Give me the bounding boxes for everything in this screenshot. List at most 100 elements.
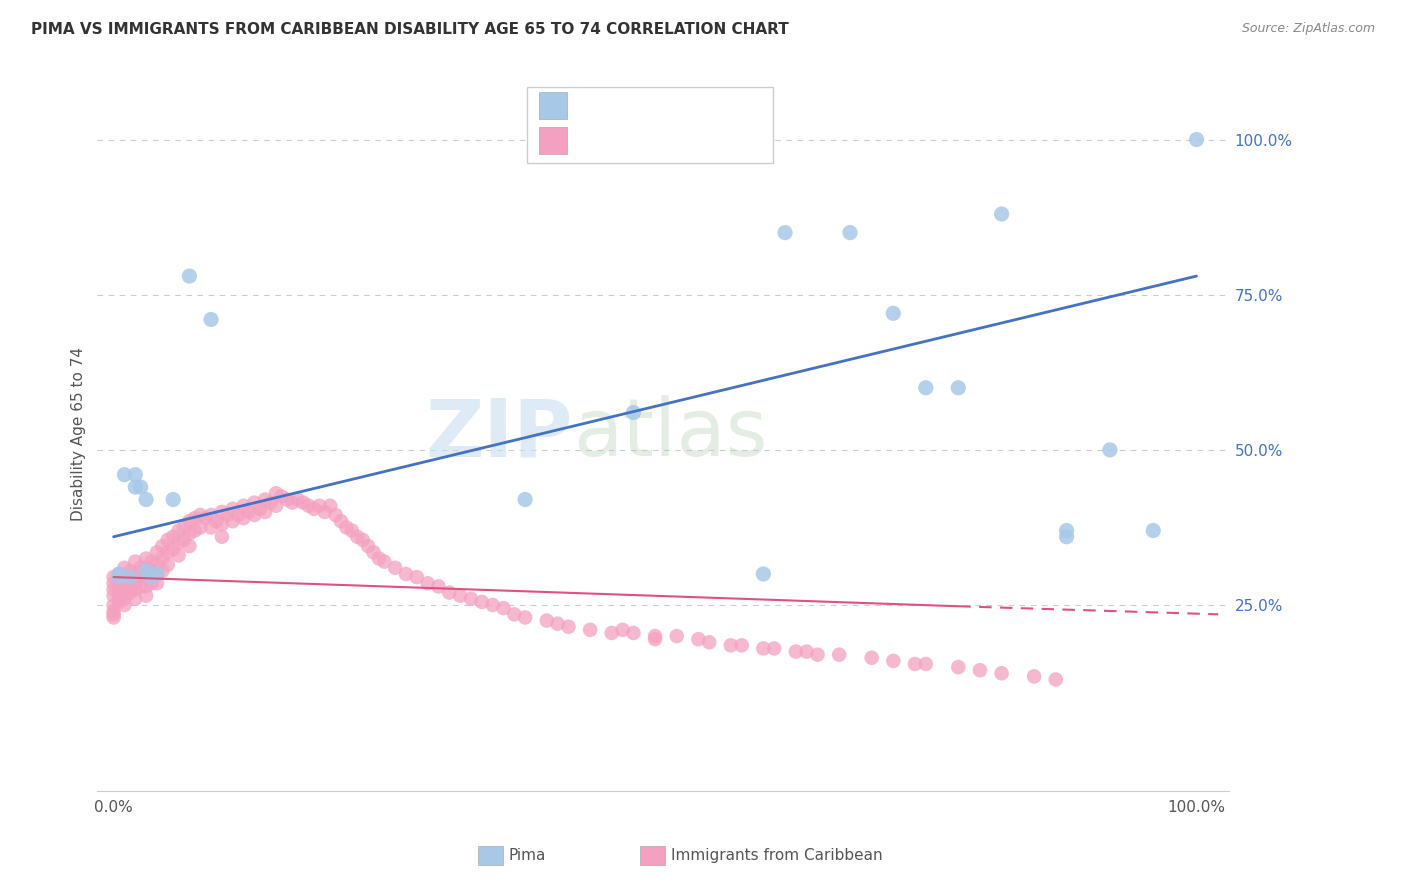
- Point: [112, 570, 135, 584]
- Point: [184, 511, 207, 525]
- Point: [146, 558, 169, 572]
- Point: [103, 607, 125, 622]
- Point: [124, 480, 146, 494]
- Point: [763, 641, 786, 656]
- Point: [1098, 442, 1121, 457]
- Point: [352, 533, 374, 547]
- Point: [416, 576, 439, 591]
- Point: [141, 576, 163, 591]
- Point: [108, 582, 131, 597]
- Text: N =: N =: [673, 130, 714, 148]
- Point: [150, 551, 173, 566]
- Point: [200, 520, 222, 534]
- Point: [108, 589, 131, 603]
- Point: [179, 539, 201, 553]
- Point: [471, 595, 494, 609]
- Text: R =: R =: [578, 95, 617, 113]
- Point: [129, 561, 152, 575]
- Point: [211, 505, 233, 519]
- Point: [990, 207, 1012, 221]
- Point: [1045, 673, 1067, 687]
- Point: [243, 508, 266, 522]
- Point: [481, 598, 503, 612]
- Point: [536, 614, 558, 628]
- Point: [395, 566, 418, 581]
- Point: [112, 579, 135, 593]
- Point: [1142, 524, 1164, 538]
- Point: [162, 542, 184, 557]
- Point: [108, 566, 131, 581]
- Text: N =: N =: [669, 95, 710, 113]
- Point: [752, 641, 775, 656]
- Point: [135, 551, 157, 566]
- Point: [188, 508, 211, 522]
- Point: [1185, 132, 1208, 146]
- Point: [129, 570, 152, 584]
- Point: [156, 558, 179, 572]
- Point: [264, 499, 287, 513]
- Point: [644, 632, 666, 647]
- Point: [314, 505, 336, 519]
- Point: [108, 566, 131, 581]
- Point: [249, 501, 271, 516]
- Point: [806, 648, 828, 662]
- Point: [141, 564, 163, 578]
- Point: [697, 635, 720, 649]
- Point: [135, 492, 157, 507]
- Point: [460, 591, 482, 606]
- Point: [439, 585, 461, 599]
- Point: [112, 591, 135, 606]
- Point: [882, 654, 904, 668]
- Point: [1022, 669, 1045, 683]
- Point: [264, 486, 287, 500]
- Point: [688, 632, 710, 647]
- Point: [135, 570, 157, 584]
- Point: [752, 566, 775, 581]
- Text: PIMA VS IMMIGRANTS FROM CARIBBEAN DISABILITY AGE 65 TO 74 CORRELATION CHART: PIMA VS IMMIGRANTS FROM CARIBBEAN DISABI…: [31, 22, 789, 37]
- Point: [124, 566, 146, 581]
- Point: [103, 598, 125, 612]
- Point: [785, 644, 807, 658]
- Point: [167, 549, 190, 563]
- Point: [319, 499, 342, 513]
- Point: [1056, 530, 1078, 544]
- Point: [796, 644, 818, 658]
- Point: [405, 570, 427, 584]
- Text: Immigrants from Caribbean: Immigrants from Caribbean: [671, 848, 883, 863]
- Text: R =: R =: [578, 130, 617, 148]
- Point: [292, 495, 315, 509]
- Point: [828, 648, 851, 662]
- Point: [150, 564, 173, 578]
- Point: [948, 381, 970, 395]
- Point: [254, 505, 277, 519]
- Point: [330, 514, 353, 528]
- Text: atlas: atlas: [572, 395, 768, 474]
- Point: [302, 501, 325, 516]
- Point: [173, 520, 195, 534]
- Point: [162, 492, 184, 507]
- Point: [188, 520, 211, 534]
- Point: [118, 564, 141, 578]
- Point: [335, 520, 357, 534]
- Point: [297, 499, 319, 513]
- Point: [503, 607, 526, 622]
- Point: [363, 545, 385, 559]
- Point: [276, 492, 298, 507]
- Point: [118, 585, 141, 599]
- Point: [211, 517, 233, 532]
- Point: [179, 526, 201, 541]
- Point: [135, 561, 157, 575]
- Point: [118, 579, 141, 593]
- Point: [129, 480, 152, 494]
- Point: [200, 508, 222, 522]
- Point: [124, 576, 146, 591]
- Point: [156, 545, 179, 559]
- Point: [373, 555, 395, 569]
- Point: [167, 536, 190, 550]
- Point: [513, 610, 536, 624]
- Point: [969, 663, 991, 677]
- Point: [112, 561, 135, 575]
- Point: [308, 499, 330, 513]
- Point: [948, 660, 970, 674]
- Point: [226, 508, 249, 522]
